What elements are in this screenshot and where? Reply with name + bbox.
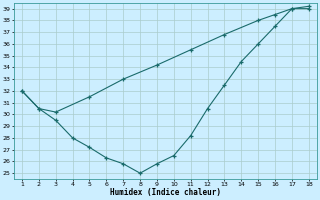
X-axis label: Humidex (Indice chaleur): Humidex (Indice chaleur) xyxy=(110,188,221,197)
